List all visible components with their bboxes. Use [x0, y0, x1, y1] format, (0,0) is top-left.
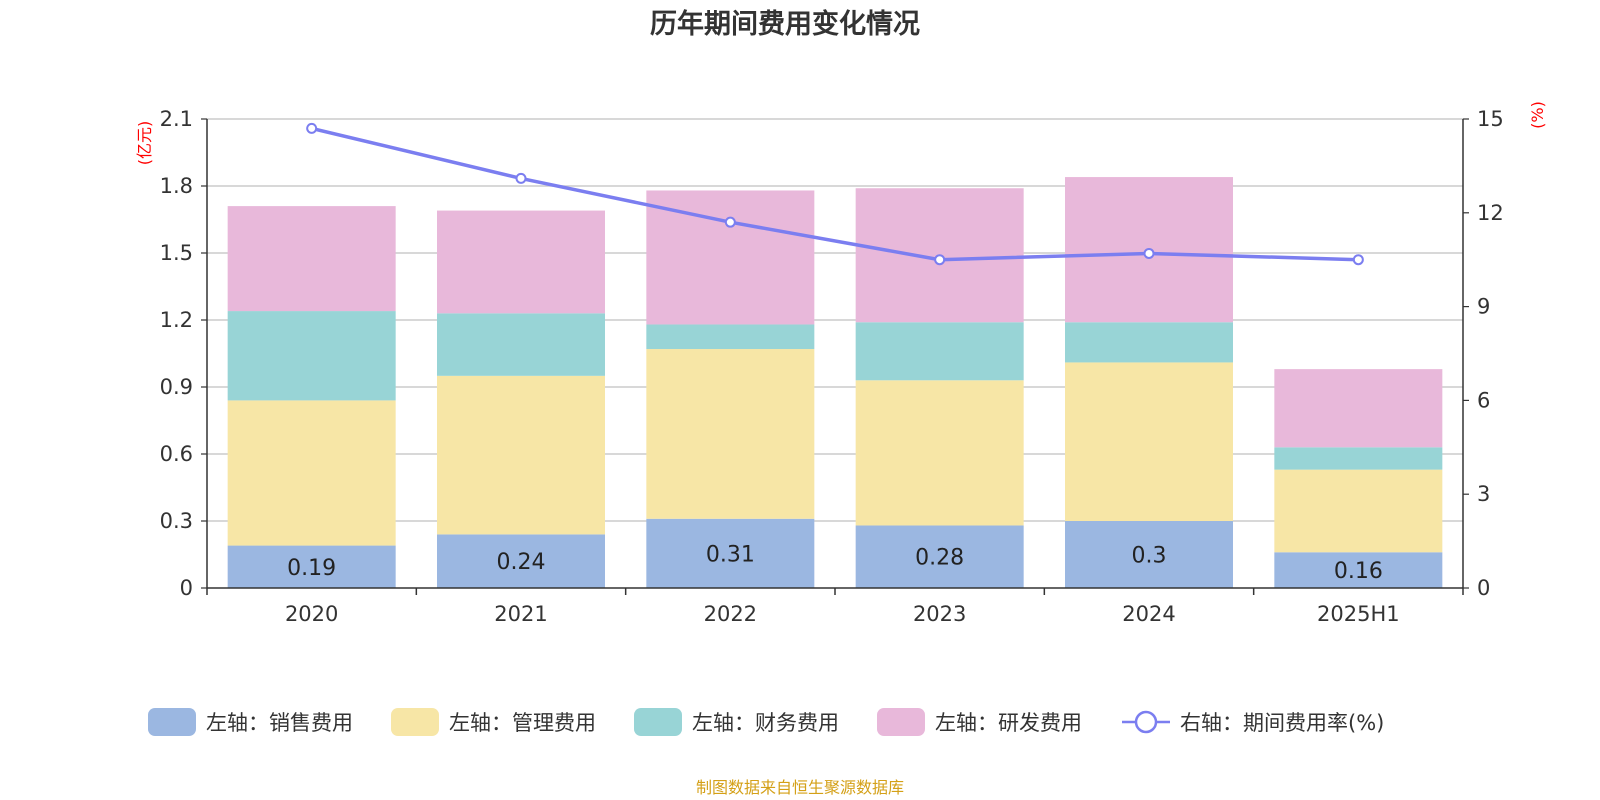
- rate-point: [306, 122, 318, 134]
- right-axis-tick-label: 12: [1477, 201, 1504, 225]
- bar-segment: [1065, 521, 1233, 588]
- x-axis-tick-label: 2025H1: [1317, 602, 1400, 626]
- x-axis-tick-label: 2022: [704, 602, 757, 626]
- right-axis-tick-label: 3: [1477, 482, 1490, 506]
- bar-segment: [227, 545, 396, 588]
- grid-lines: [207, 118, 1463, 522]
- bar-segment: [1274, 447, 1443, 470]
- bar-segment: [855, 380, 1024, 526]
- bar-segment: [227, 206, 396, 312]
- legend-label: 左轴：管理费用: [449, 711, 596, 735]
- rate-point: [1143, 247, 1155, 259]
- legend-label: 右轴：期间费用率(%): [1180, 711, 1384, 735]
- rate-point: [1352, 254, 1364, 266]
- rate-point: [724, 216, 736, 228]
- legend-swatch: [391, 708, 439, 736]
- bar-segment: [227, 311, 396, 401]
- left-axis-tick-label: 1.5: [160, 241, 193, 265]
- chart-title: 历年期间费用变化情况: [650, 8, 920, 40]
- legend-swatch: [148, 708, 196, 736]
- left-axis-tick-label: 0.9: [160, 375, 193, 399]
- right-axis-tick-label: 0: [1477, 576, 1490, 600]
- bar-data-label: 0.28: [915, 546, 964, 571]
- bar-data-label: 0.16: [1334, 559, 1383, 584]
- left-axis-tick-label: 1.2: [160, 308, 193, 332]
- right-axis-unit: (%): [1528, 101, 1547, 129]
- bar-segment: [1274, 369, 1443, 448]
- bar-data-label: 0.31: [706, 542, 755, 567]
- line-series: [306, 122, 1364, 266]
- bar-segment: [646, 518, 815, 588]
- right-axis-tick-label: 6: [1477, 388, 1490, 412]
- rate-point: [934, 254, 946, 266]
- bar-segment: [1274, 552, 1443, 588]
- bar-series: [227, 177, 1443, 588]
- bar-segment: [437, 313, 605, 376]
- bar-data-label: 0.3: [1132, 544, 1167, 569]
- x-axis-tick-label: 2021: [494, 602, 547, 626]
- bar-segment: [437, 210, 605, 314]
- x-axis-tick-label: 2024: [1122, 602, 1175, 626]
- left-axis-tick-label: 1.8: [160, 174, 193, 198]
- left-axis-tick-label: 0.6: [160, 442, 193, 466]
- right-axis-tick-label: 9: [1477, 295, 1490, 319]
- legend-label: 左轴：销售费用: [206, 711, 353, 735]
- legend-swatch: [877, 708, 925, 736]
- left-axis-tick-label: 0: [180, 576, 193, 600]
- bar-segment: [1274, 469, 1443, 553]
- bar-segment: [646, 324, 815, 350]
- rate-line: [311, 126, 1359, 262]
- bar-segment: [437, 534, 605, 588]
- axes: 0 0.3 0.6 0.9 1.2 1.5 1.8 2.1 0 3 6 9 12 15 2020 2021 20…: [160, 107, 1504, 626]
- bar-segment: [646, 349, 815, 519]
- legend-label: 左轴：财务费用: [692, 711, 839, 735]
- left-axis-tick-label: 2.1: [160, 107, 193, 131]
- x-axis-tick-label: 2023: [913, 602, 966, 626]
- source-note: 制图数据来自恒生聚源数据库: [696, 778, 904, 797]
- bar-segment: [1065, 322, 1233, 363]
- bar-segment: [1065, 362, 1233, 521]
- legend: 左轴：销售费用 左轴：管理费用 左轴：财务费用 左轴：研发费用 右轴：期间费用率(%): [148, 708, 1384, 736]
- right-axis-tick-label: 15: [1477, 107, 1504, 131]
- rate-point: [515, 172, 527, 184]
- left-axis-tick-label: 0.3: [160, 509, 193, 533]
- legend-swatch: [634, 708, 682, 736]
- legend-marker-swatch: [1134, 710, 1158, 734]
- left-axis-unit: (亿元): [135, 121, 154, 166]
- bar-segment: [437, 375, 605, 535]
- legend-label: 左轴：研发费用: [935, 711, 1082, 735]
- x-axis-tick-label: 2020: [285, 602, 338, 626]
- bar-segment: [855, 322, 1024, 381]
- bar-data-label: 0.24: [497, 550, 546, 575]
- bar-segment: [227, 400, 396, 546]
- bar-data-label: 0.19: [287, 556, 336, 581]
- bar-segment: [855, 525, 1024, 588]
- data-labels: 0.19 0.24 0.31 0.28 0.3 0.16: [287, 542, 1383, 584]
- bar-segment: [646, 190, 815, 325]
